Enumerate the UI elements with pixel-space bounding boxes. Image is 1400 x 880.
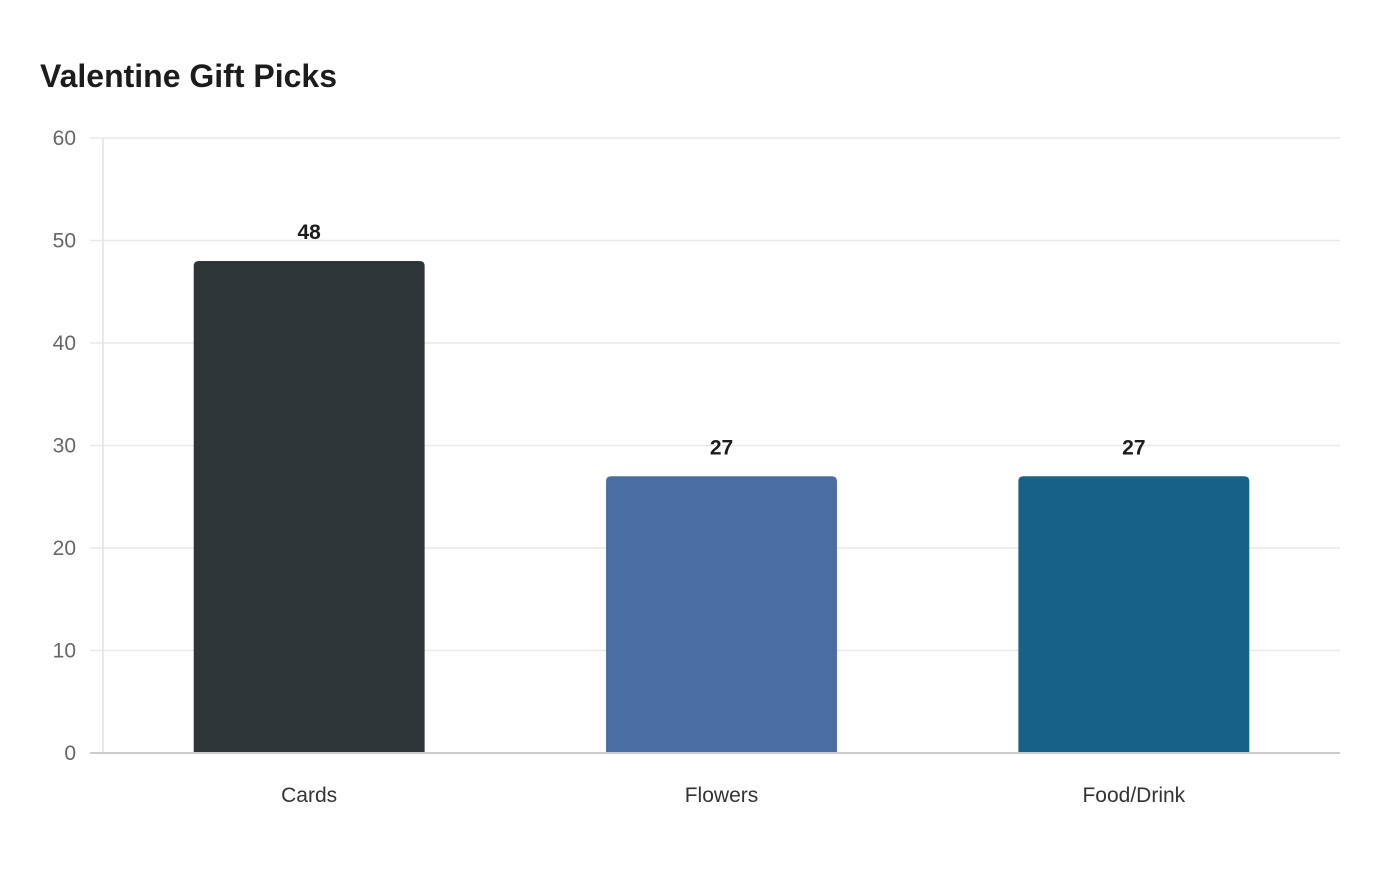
bar-cards [193,261,425,753]
value-labels: 48 27 27 [297,221,1145,459]
y-tick-label: 20 [53,537,76,560]
y-tick-label: 60 [53,127,76,150]
y-tick-label: 0 [64,742,76,765]
y-tick-label: 30 [53,435,76,458]
value-label: 27 [710,436,733,459]
y-axis-tick-labels: 0 10 20 30 40 50 60 [53,127,76,765]
bar-food-drink [1018,476,1250,753]
axes [90,138,1340,754]
value-label: 27 [1122,436,1145,459]
x-category-label: Flowers [685,784,759,807]
x-category-label: Food/Drink [1082,784,1185,807]
x-axis-category-labels: Cards Flowers Food/Drink [281,784,1186,807]
value-label: 48 [297,221,321,244]
y-tick-label: 50 [53,230,76,253]
bar-flowers [606,476,837,753]
y-tick-label: 40 [53,332,76,355]
y-tick-label: 10 [53,640,76,663]
x-category-label: Cards [281,784,337,807]
bars [193,261,1250,753]
chart-title: Valentine Gift Picks [40,58,337,94]
